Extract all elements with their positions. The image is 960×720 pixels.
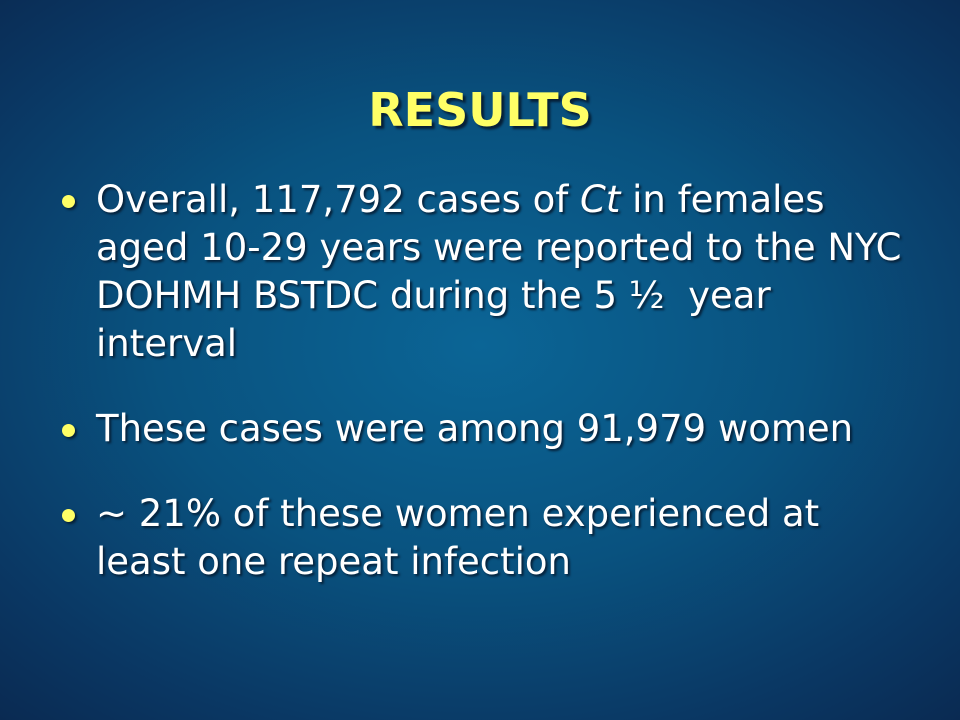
bullet: ~ 21% of these women experienced at leas… <box>56 490 916 586</box>
bullet-text-italic: Ct <box>580 178 621 221</box>
bullet-list: Overall, 117,792 cases of Ct in females … <box>56 176 916 623</box>
bullet-text: in females aged 10-29 years were reporte… <box>96 178 914 365</box>
bullet-text: ~ 21% of these women experienced at leas… <box>96 492 831 583</box>
bullet-text: Overall, 117,792 cases of <box>96 178 581 221</box>
bullet: These cases were among 91,979 women <box>56 405 916 453</box>
slide-title: RESULTS <box>368 83 592 137</box>
bullet-text: These cases were among 91,979 women <box>96 407 854 450</box>
bullet: Overall, 117,792 cases of Ct in females … <box>56 176 916 368</box>
